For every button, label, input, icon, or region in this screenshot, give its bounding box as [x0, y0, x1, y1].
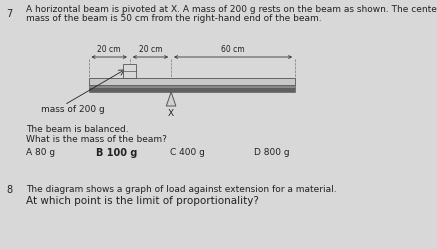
Bar [89, 88, 295, 92]
Text: 20 cm: 20 cm [139, 45, 162, 54]
Text: The diagram shows a graph of load against extension for a material.: The diagram shows a graph of load agains… [26, 185, 336, 194]
Bar [89, 78, 295, 85]
Text: B 100 g: B 100 g [96, 148, 137, 158]
Text: 60 cm: 60 cm [221, 45, 245, 54]
Text: C 400 g: C 400 g [170, 148, 205, 157]
Text: The beam is balanced.: The beam is balanced. [26, 125, 128, 134]
Text: X: X [168, 109, 174, 118]
Text: A horizontal beam is pivoted at X. A mass of 200 g rests on the beam as shown. T: A horizontal beam is pivoted at X. A mas… [26, 5, 437, 14]
Polygon shape [166, 92, 176, 106]
Text: 20 cm: 20 cm [97, 45, 121, 54]
Text: mass of the beam is 50 cm from the right-hand end of the beam.: mass of the beam is 50 cm from the right… [26, 14, 322, 23]
Text: 8: 8 [6, 185, 12, 195]
Text: At which point is the limit of proportionality?: At which point is the limit of proportio… [26, 196, 259, 206]
Bar [123, 64, 136, 78]
Text: A 80 g: A 80 g [26, 148, 55, 157]
Text: 7: 7 [6, 9, 12, 19]
Text: D 800 g: D 800 g [254, 148, 290, 157]
Text: mass of 200 g: mass of 200 g [41, 105, 104, 114]
Text: What is the mass of the beam?: What is the mass of the beam? [26, 135, 166, 144]
Bar [89, 85, 295, 88]
